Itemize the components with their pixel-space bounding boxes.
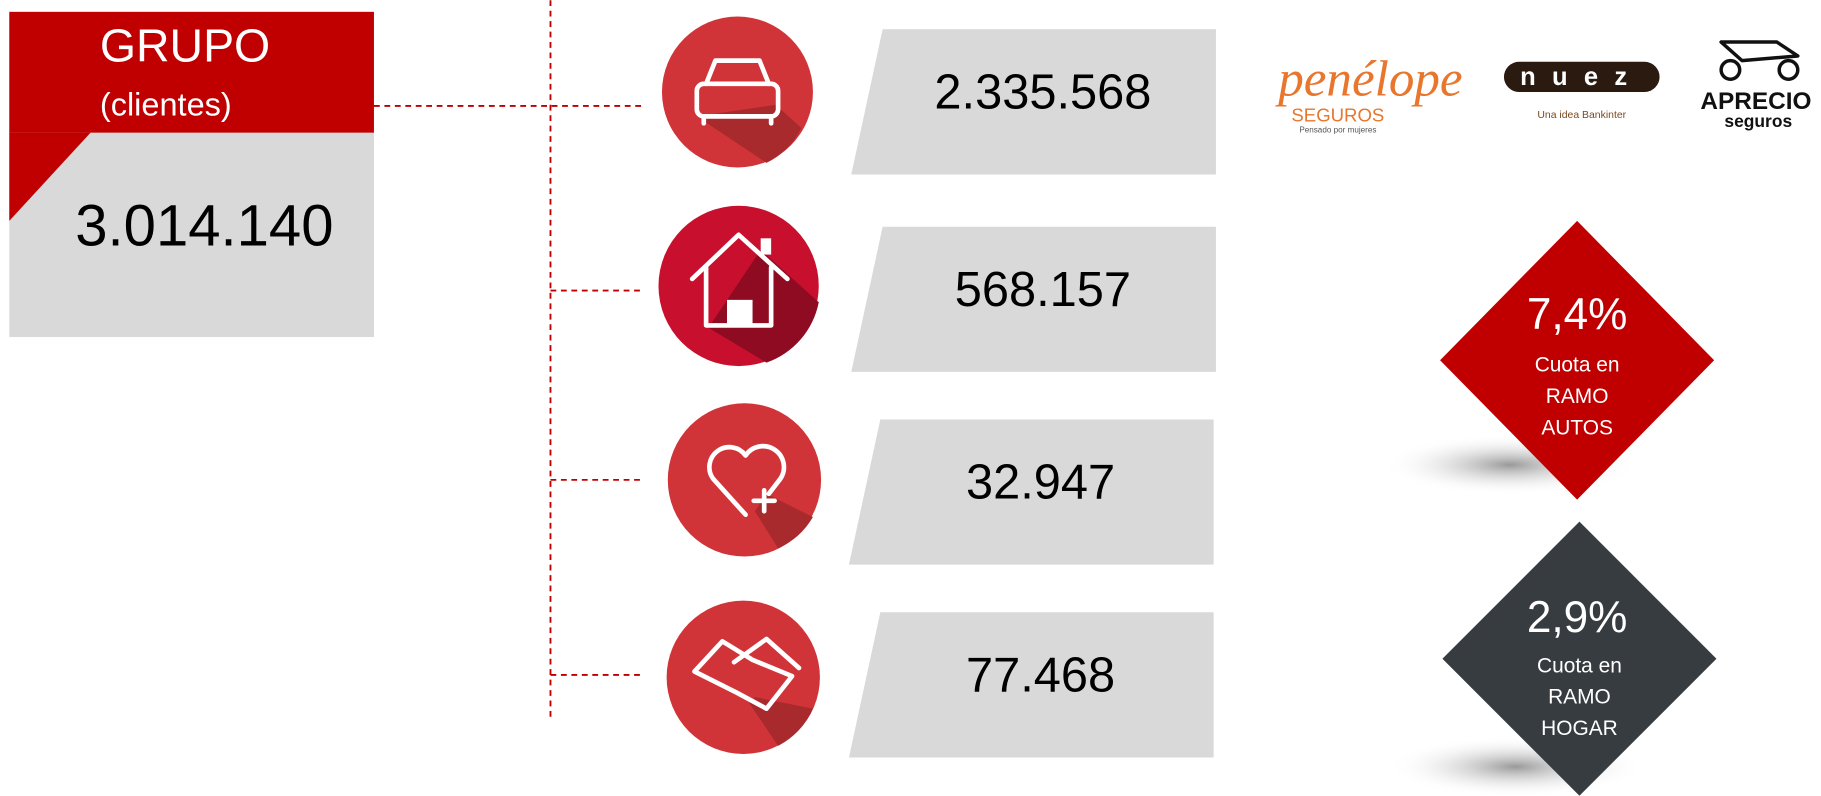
share-label: Cuota en: [1537, 654, 1622, 677]
logo-penelope-tagline: Pensado por mujeres: [1299, 125, 1376, 134]
share-label: RAMO: [1546, 385, 1609, 408]
home-icon: [658, 205, 819, 367]
share-value: 2,9%: [1527, 593, 1628, 642]
segment-value: 2.335.568: [934, 65, 1151, 119]
logo-penelope: penélope: [1275, 51, 1462, 108]
logo-nuez-bg: [1503, 61, 1660, 92]
value-panel: [848, 612, 1214, 758]
car-icon: [661, 16, 813, 168]
logo-nuez: nuez: [1520, 63, 1643, 91]
value-panel: [851, 226, 1216, 372]
group-corner: [9, 132, 91, 221]
logo-penelope-sub: SEGUROS: [1291, 104, 1384, 125]
share-label: Cuota en: [1535, 354, 1620, 377]
group-header: [9, 11, 374, 133]
logo-aprecio-icon: [1719, 40, 1800, 81]
logo-aprecio-sub: seguros: [1724, 111, 1792, 131]
value-panel: [848, 419, 1214, 565]
value-panel: [851, 29, 1216, 175]
handshake-icon: [666, 600, 820, 754]
logo-nuez-tagline: Una idea Bankinter: [1537, 110, 1626, 121]
segment-value: 32.947: [966, 456, 1115, 510]
health-icon: [667, 403, 822, 557]
logo-aprecio: APRECIO: [1700, 88, 1811, 115]
share-label: HOGAR: [1541, 717, 1618, 740]
share-label: RAMO: [1548, 686, 1611, 709]
group-value: 3.014.140: [75, 194, 333, 259]
share-diamond: [1442, 521, 1717, 796]
segment-value: 77.468: [966, 648, 1115, 702]
segment-value: 568.157: [955, 263, 1131, 317]
share-value: 7,4%: [1527, 290, 1628, 339]
share-label: AUTOS: [1541, 416, 1613, 439]
share-diamond: [1440, 220, 1715, 500]
group-title: GRUPO: [100, 19, 270, 71]
group-subtitle: (clientes): [100, 87, 232, 123]
